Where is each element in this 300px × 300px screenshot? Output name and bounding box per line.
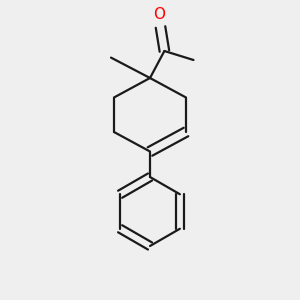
Text: O: O bbox=[153, 7, 165, 22]
